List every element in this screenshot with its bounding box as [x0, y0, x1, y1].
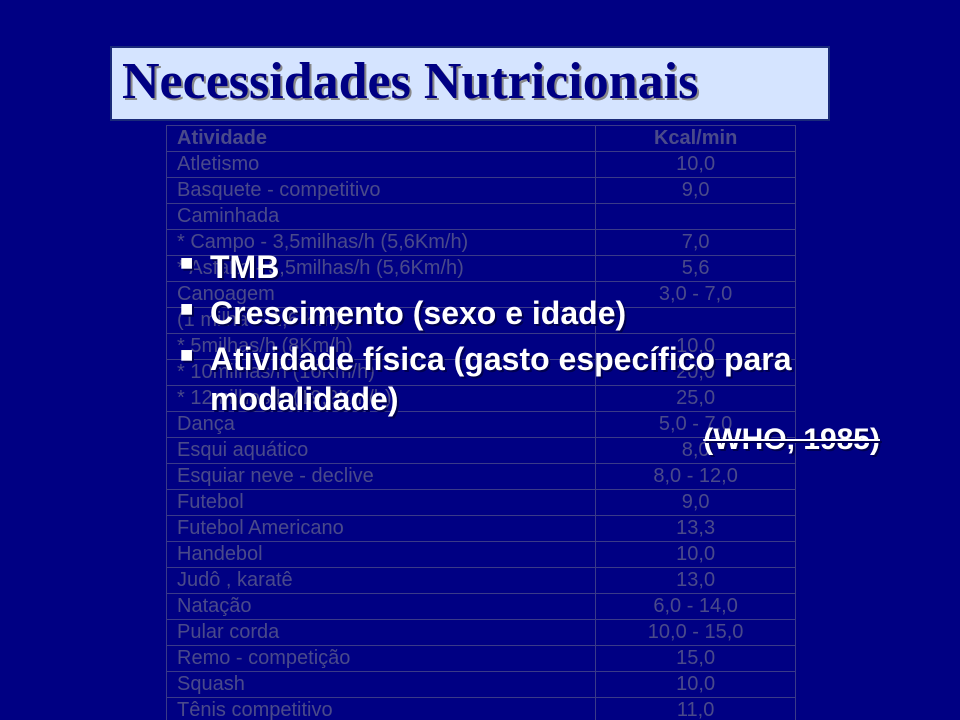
table-row: Squash10,0	[167, 672, 796, 698]
kcal-cell: 10,0	[596, 542, 796, 568]
kcal-cell	[596, 204, 796, 230]
bullet-list: TMB Crescimento (sexo e idade) Atividade…	[140, 247, 920, 419]
activity-cell: Esqui aquático	[167, 438, 596, 464]
kcal-cell: 13,0	[596, 568, 796, 594]
table-row: Pular corda10,0 - 15,0	[167, 620, 796, 646]
table-row: Esqui aquático8,0	[167, 438, 796, 464]
table-row: Natação6,0 - 14,0	[167, 594, 796, 620]
table-row: Futebol9,0	[167, 490, 796, 516]
activity-cell: Atletismo	[167, 152, 596, 178]
bullet-tmb: TMB	[180, 247, 920, 287]
activity-cell: Futebol Americano	[167, 516, 596, 542]
bullet-crescimento: Crescimento (sexo e idade)	[180, 293, 920, 333]
slide-title: Necessidades Nutricionais	[122, 52, 818, 111]
title-box: Necessidades Nutricionais	[110, 46, 830, 121]
kcal-cell: 10,0 - 15,0	[596, 620, 796, 646]
table-row: Atletismo10,0	[167, 152, 796, 178]
activity-cell: Squash	[167, 672, 596, 698]
bullet-atividade: Atividade física (gasto específico para …	[180, 339, 920, 419]
kcal-cell: 9,0	[596, 490, 796, 516]
activity-cell: Esquiar neve - declive	[167, 464, 596, 490]
activity-cell: Pular corda	[167, 620, 596, 646]
table-row: Handebol10,0	[167, 542, 796, 568]
activity-cell: Handebol	[167, 542, 596, 568]
kcal-cell: 13,3	[596, 516, 796, 542]
table-row: Tênis competitivo11,0	[167, 698, 796, 720]
table-row: Futebol Americano13,3	[167, 516, 796, 542]
activity-kcal-table: Atividade Kcal/min Atletismo10,0Basquete…	[166, 125, 796, 720]
activity-cell: Basquete - competitivo	[167, 178, 596, 204]
table-row: Caminhada	[167, 204, 796, 230]
kcal-cell: 6,0 - 14,0	[596, 594, 796, 620]
kcal-cell: 8,0 - 12,0	[596, 464, 796, 490]
kcal-cell: 11,0	[596, 698, 796, 720]
table-row: Remo - competição15,0	[167, 646, 796, 672]
header-activity: Atividade	[167, 126, 596, 152]
table-row: Esquiar neve - declive8,0 - 12,0	[167, 464, 796, 490]
table-row: Judô , karatê13,0	[167, 568, 796, 594]
kcal-cell: 15,0	[596, 646, 796, 672]
activity-cell: Caminhada	[167, 204, 596, 230]
activity-cell: Tênis competitivo	[167, 698, 596, 720]
table-header-row: Atividade Kcal/min	[167, 126, 796, 152]
kcal-cell: 10,0	[596, 152, 796, 178]
activity-cell: Natação	[167, 594, 596, 620]
kcal-cell: 9,0	[596, 178, 796, 204]
kcal-cell: 10,0	[596, 672, 796, 698]
activity-cell: Futebol	[167, 490, 596, 516]
header-kcal: Kcal/min	[596, 126, 796, 152]
activity-cell: Judô , karatê	[167, 568, 596, 594]
activity-cell: Remo - competição	[167, 646, 596, 672]
citation-who: (WHO, 1985)	[703, 423, 880, 457]
table-row: Basquete - competitivo9,0	[167, 178, 796, 204]
